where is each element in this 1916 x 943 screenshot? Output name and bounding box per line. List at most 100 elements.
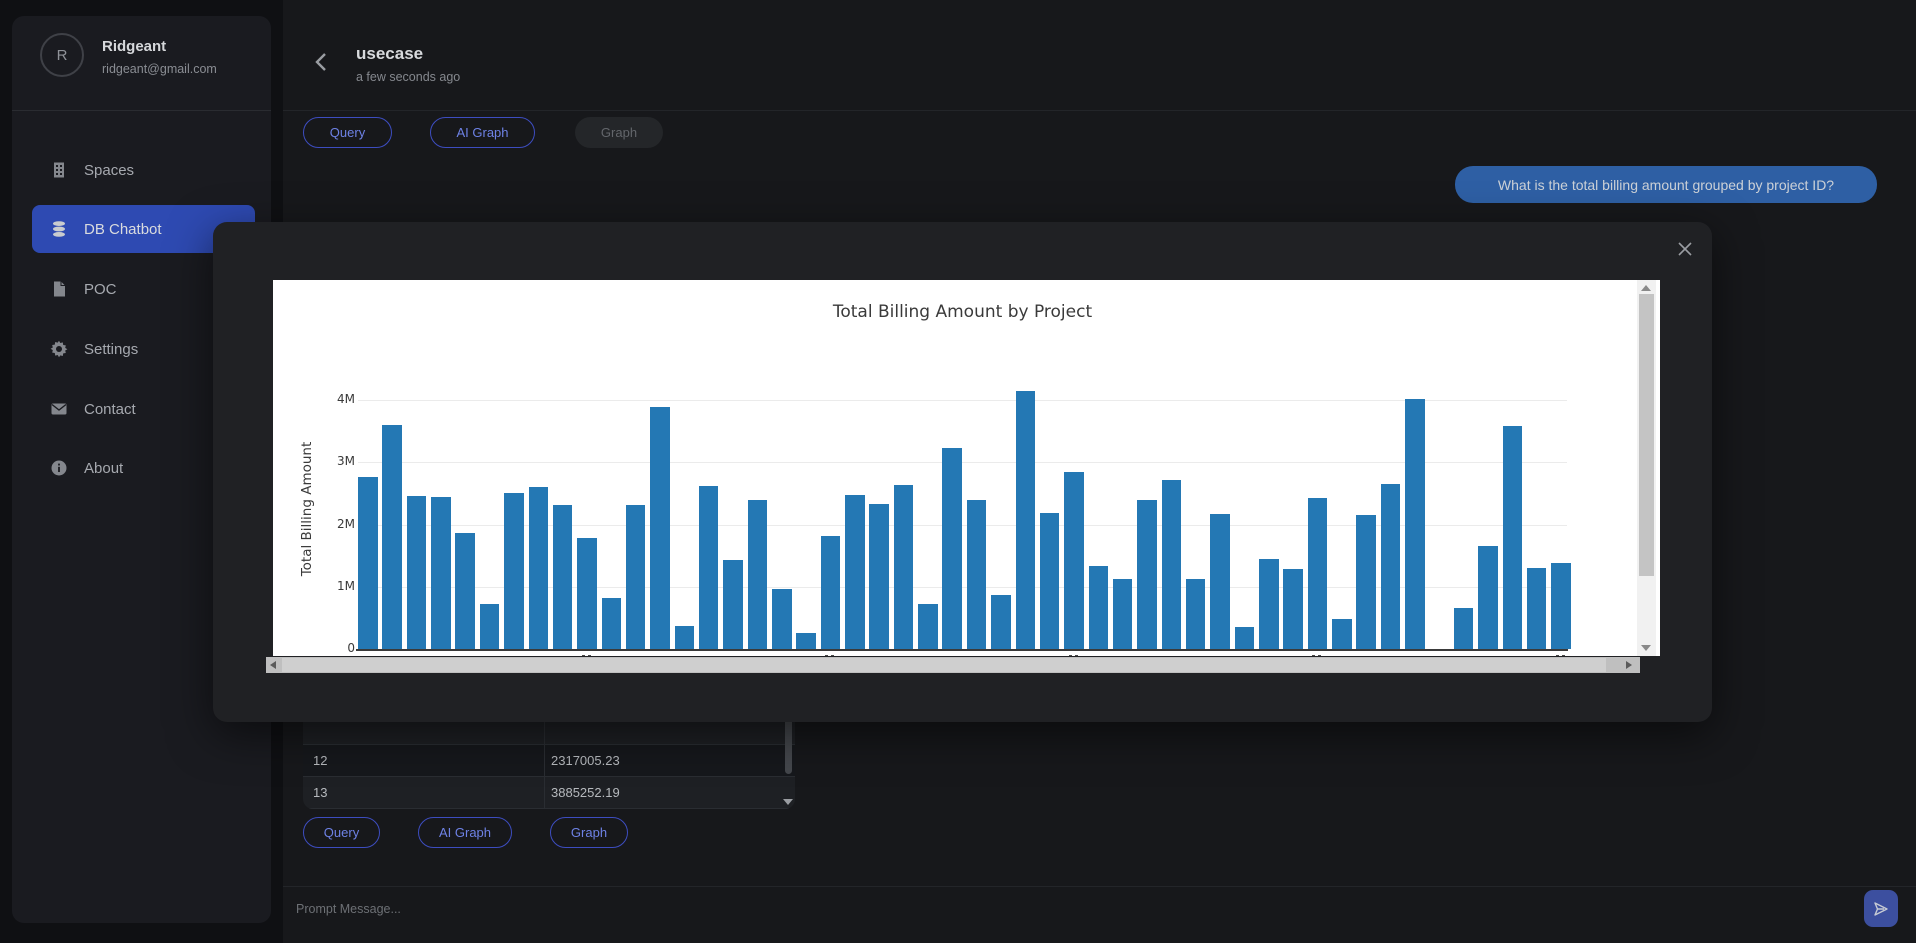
project-id-cell: 13 [313,785,328,800]
graph-button[interactable]: Graph [575,117,663,148]
bar [577,537,597,649]
bar [845,495,865,649]
sidebar-item-about[interactable]: About [32,444,255,492]
bar [1259,558,1279,649]
sidebar-item-label: Spaces [84,161,135,179]
graph-button[interactable]: Graph [550,817,628,848]
bar [1405,399,1425,649]
gridline [358,462,1567,464]
bar [1039,513,1060,649]
gear-icon [50,340,68,358]
scroll-down-icon[interactable] [1641,645,1651,651]
user-name: Ridgeant [102,38,167,55]
mail-icon [50,400,68,418]
y-axis-label: Total Billing Amount [299,441,315,577]
bar [625,504,646,649]
vertical-scrollbar-thumb[interactable] [1639,294,1654,576]
table-scrollbar-thumb[interactable] [785,702,792,774]
bar [918,604,938,649]
sidebar-divider [12,110,271,111]
table-column-divider [544,702,545,809]
user-message-bubble: What is the total billing amount grouped… [1455,166,1877,203]
x-tick-label-clipped [825,655,835,656]
bar [382,424,402,649]
gridline [358,400,1567,401]
avatar: R [40,33,84,77]
query-button[interactable]: Query [303,817,380,848]
bar [1332,618,1352,649]
chart-card: Total Billing Amount by Project Total Bi… [273,280,1660,656]
chart-modal: Total Billing Amount by Project Total Bi… [213,222,1712,722]
bar [1478,546,1498,649]
bar [552,504,573,649]
close-button[interactable] [1671,235,1699,263]
send-button[interactable] [1864,890,1898,927]
table-row: 12 2317005.23 [303,745,795,777]
sidebar-item-spaces[interactable]: Spaces [32,146,255,194]
scroll-left-icon[interactable] [270,661,276,669]
y-tick-label: 2M [337,516,355,531]
sidebar-item-label: POC [84,280,117,298]
bar [1502,425,1522,649]
close-icon [1678,242,1692,256]
sidebar-item-label: Contact [84,400,136,418]
y-tick-label: 1M [337,578,355,593]
bar [796,632,816,649]
bar [698,485,719,649]
ai-graph-button[interactable]: AI Graph [430,117,535,148]
bar [1234,627,1255,649]
scroll-right-icon[interactable] [1626,661,1632,669]
bar [1453,607,1474,649]
project-id-cell: 12 [313,753,328,768]
query-button[interactable]: Query [303,117,392,148]
gridline [358,586,1567,588]
info-icon [50,459,68,477]
bar [1307,498,1328,649]
page-title: usecase [356,44,424,63]
bar [1137,500,1157,649]
sidebar-item-label: About [84,459,124,477]
sidebar-item-contact[interactable]: Contact [32,385,255,433]
bar [1088,565,1108,649]
bar [893,484,914,649]
page-subtitle: a few seconds ago [356,70,461,84]
bar [1185,579,1206,649]
bar [1112,578,1133,649]
table-scroll-down-icon[interactable] [783,799,793,805]
bar [504,492,524,649]
bar [772,589,792,649]
bar [601,598,621,649]
sidebar-item-poc[interactable]: POC [32,265,255,313]
bar [966,500,987,649]
sidebar-item-settings[interactable]: Settings [32,325,255,373]
building-icon [50,161,68,179]
scroll-up-icon[interactable] [1641,285,1651,291]
bar [1551,563,1571,649]
prompt-input[interactable] [296,892,1846,926]
back-button[interactable] [308,48,336,76]
bar [723,560,743,649]
x-tick-label-clipped [1312,655,1322,656]
composer-divider [283,886,1916,887]
y-tick-label: 0 [347,641,355,655]
chart-vertical-scrollbar[interactable] [1637,280,1656,656]
ai-graph-button[interactable]: AI Graph [418,817,512,848]
bar [1210,513,1230,649]
horizontal-scrollbar-thumb[interactable] [282,658,1606,672]
y-tick-label: 3M [337,454,355,469]
x-tick-label-clipped [581,655,592,656]
user-email: ridgeant@gmail.com [102,62,217,76]
x-axis-line [356,649,1568,651]
bar [942,447,962,649]
sidebar-item-label: DB Chatbot [84,220,162,238]
chart-horizontal-scrollbar[interactable] [266,657,1640,673]
database-icon [50,220,68,238]
chart-title: Total Billing Amount by Project [832,302,1093,322]
total-billing-cell: 3885252.19 [551,785,620,800]
sidebar-item-label: Settings [84,340,139,358]
bar [747,500,768,649]
bar [1283,568,1303,649]
bar [1064,472,1084,649]
bar [1161,479,1182,649]
bar [406,495,427,649]
